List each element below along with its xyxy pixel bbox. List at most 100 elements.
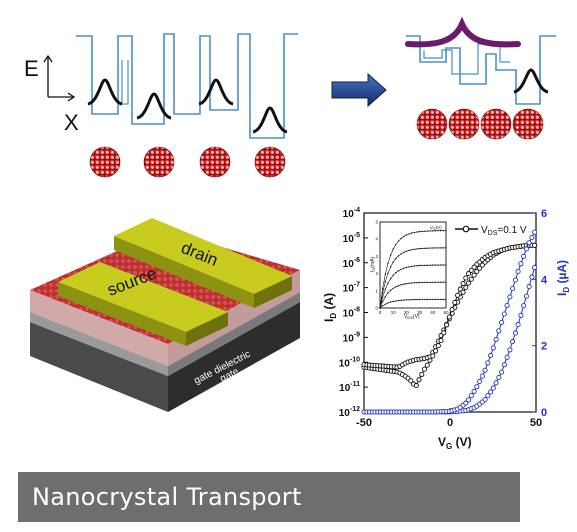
y-left-tick-label: 10-9	[343, 331, 360, 344]
series-point-4	[471, 388, 477, 394]
inset-curve-1	[379, 299, 446, 309]
output-inset: 0 10 20 30 40 50 0 1 2 3 4 5 ID(mA) VDS(V) VG(V)	[370, 220, 449, 321]
nanocrystal-7	[480, 108, 512, 140]
series-point-4	[499, 319, 505, 325]
series-point-4	[510, 285, 516, 292]
device-illustration: source drain gate dielectric gate	[30, 218, 300, 412]
series-point-4	[463, 400, 469, 406]
series-point-4	[482, 367, 488, 373]
inset-y-tick-label: 0	[375, 306, 378, 311]
inset-y-tick-label: 5	[375, 220, 378, 225]
series-point-1	[416, 377, 422, 383]
energy-diagram-right	[406, 35, 556, 105]
energy-diagram-left	[76, 33, 298, 139]
source-electrode-side	[186, 312, 228, 346]
energy-axes	[43, 54, 76, 102]
series-point-4	[521, 253, 527, 259]
series-point-2	[452, 299, 458, 306]
nanocrystal-2	[143, 146, 175, 178]
series-point-2	[441, 330, 447, 336]
x-tick-label: 50	[530, 417, 542, 429]
series-point-3	[521, 303, 527, 309]
series-point-4	[468, 393, 474, 399]
x-tick-label: -50	[356, 417, 372, 429]
y-right-tick-label: 6	[541, 208, 547, 220]
series-point-4	[493, 336, 499, 342]
nanocrystal-6	[448, 108, 480, 140]
y-right-axis-title: ID (µA)	[555, 260, 571, 296]
inset-y-tick-label: 2	[375, 271, 378, 276]
series-point-4	[488, 352, 494, 359]
y-left-tick-label: 10-11	[339, 381, 360, 394]
series-point-2	[460, 280, 466, 287]
x-axis-title: VG (V)	[438, 435, 472, 451]
drain-electrode-side	[254, 276, 292, 308]
series-point-3	[485, 393, 491, 399]
series-point-3	[526, 284, 532, 290]
nanocrystal-row-right	[416, 108, 544, 140]
localized-state-3	[198, 78, 234, 106]
series-point-4	[474, 384, 480, 390]
series-point-1	[474, 268, 480, 275]
series-point-2	[466, 271, 472, 277]
series-point-1	[460, 289, 466, 295]
series-point-3	[512, 330, 518, 336]
series-point-4	[518, 261, 524, 267]
series-point-4	[529, 234, 535, 241]
series-point-4	[526, 240, 532, 246]
series-point-3	[488, 389, 494, 395]
energy-axis-arrowhead	[43, 54, 53, 63]
series-point-4	[515, 268, 521, 275]
series-point-4	[512, 277, 518, 283]
series-point-4	[485, 360, 491, 366]
series-point-3	[518, 312, 524, 318]
localized-state-4	[252, 106, 288, 134]
y-left-tick-label: 10-7	[343, 282, 360, 295]
drain-electrode-front	[114, 236, 254, 308]
y-left-axis-title: ID (A)	[322, 293, 338, 322]
inset-x-tick-label: 30	[417, 310, 423, 315]
series-point-2	[446, 314, 452, 320]
series-point-3	[499, 369, 505, 375]
series-point-4	[466, 397, 472, 403]
series-point-2	[532, 242, 538, 248]
inset-y-title: ID(mA)	[370, 257, 376, 272]
localized-states	[87, 78, 288, 134]
nanocrystal-3	[199, 146, 231, 178]
legend-marker	[462, 225, 470, 233]
series-point-1	[419, 371, 425, 377]
dielectric-front-left	[30, 312, 168, 376]
series-point-3	[507, 347, 513, 353]
legend-text: VDS=0.1 V	[481, 225, 527, 237]
series-point-3	[529, 274, 535, 280]
series-point-2	[433, 348, 439, 354]
y-left-tick-label: 10-8	[343, 307, 360, 320]
x-axis-label: X	[64, 110, 79, 135]
series-point-2	[468, 267, 474, 273]
series-point-1	[468, 276, 474, 282]
nanocrystal-5	[416, 108, 448, 140]
series-point-4	[507, 294, 513, 300]
series-point-2	[435, 343, 441, 349]
series-point-3	[482, 396, 488, 403]
series-point-1	[421, 366, 428, 372]
potential-wells-right-inner	[423, 43, 510, 75]
series-point-2	[438, 337, 444, 344]
inset-x-tick-label: 0	[379, 310, 382, 315]
y-left-tick-label: 10-10	[339, 356, 360, 369]
series-point-3	[501, 362, 507, 368]
inset-legend: VG(V)	[430, 225, 442, 231]
transfer-chart: 10-410-510-610-710-810-910-1010-1110-12 …	[322, 207, 571, 451]
y-right-tick-label: 4	[541, 274, 548, 286]
inset-x-tick-label: 40	[430, 310, 436, 315]
inset-y-tick-label: 1	[375, 288, 378, 293]
localized-state-right	[513, 68, 549, 94]
transition-arrow	[331, 72, 387, 108]
series-point-2	[457, 286, 463, 292]
inset-x-title: VDS(V)	[404, 314, 420, 320]
x-tick-label: 0	[447, 417, 453, 429]
series-point-3	[510, 339, 516, 345]
delocalized-state	[405, 16, 521, 48]
potential-wells-right	[406, 35, 556, 105]
